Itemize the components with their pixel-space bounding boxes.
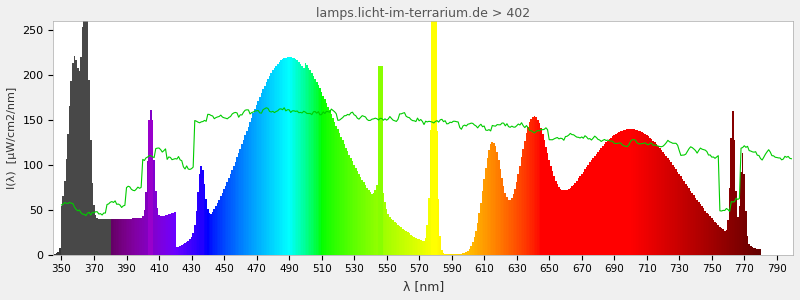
- Title: lamps.licht-im-terrarium.de > 402: lamps.licht-im-terrarium.de > 402: [316, 7, 530, 20]
- X-axis label: λ [nm]: λ [nm]: [402, 280, 444, 293]
- Y-axis label: I(λ)  [µW/cm2/nm]: I(λ) [µW/cm2/nm]: [7, 87, 17, 189]
